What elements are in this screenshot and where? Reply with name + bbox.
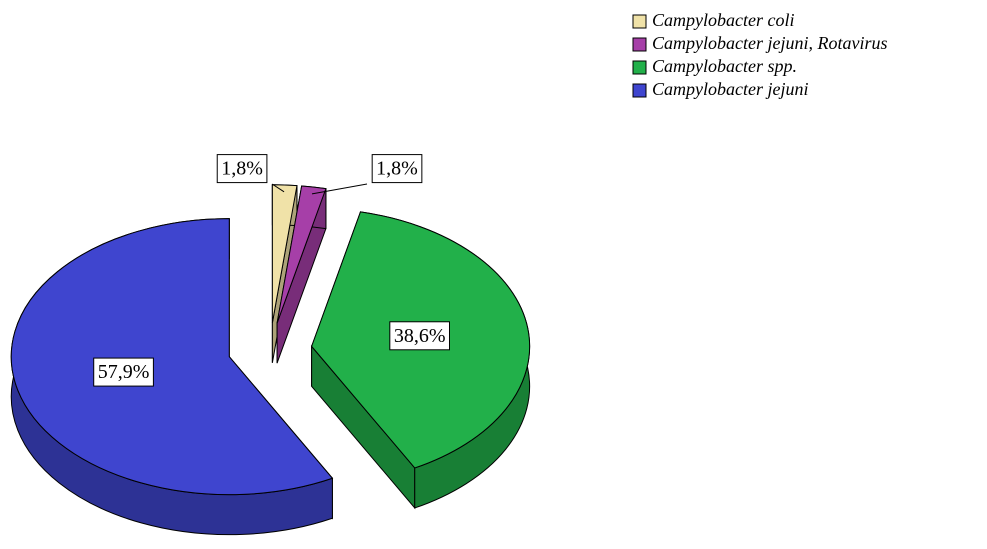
data-label-box [389, 321, 450, 351]
slice-tops [10, 184, 531, 496]
legend-text: Campylobacter coli [652, 10, 794, 30]
legend-text: Campylobacter spp. [652, 56, 797, 76]
labels: 1,8% 1,8% 38,6% 57,9% [93, 154, 450, 387]
leader-line [271, 183, 285, 193]
legend-swatch [632, 37, 647, 52]
data-label: 1,8% [221, 158, 263, 180]
data-label-box [216, 154, 268, 184]
data-label-box [371, 154, 423, 184]
legend-swatch [632, 60, 647, 75]
data-label: 1,8% [376, 158, 418, 180]
data-label: 38,6% [394, 325, 446, 347]
leader-line [311, 183, 368, 195]
data-label: 57,9% [98, 361, 150, 383]
legend-swatch [632, 83, 647, 98]
legend-text: Campylobacter jejuni, Rotavirus [652, 33, 887, 53]
legend-text: Campylobacter jejuni [652, 79, 808, 99]
legend: Campylobacter coli Campylobacter jejuni, … [632, 10, 887, 99]
slice [10, 218, 334, 496]
legend-swatch [632, 14, 647, 29]
slice [276, 185, 327, 324]
data-label-box [93, 357, 154, 387]
